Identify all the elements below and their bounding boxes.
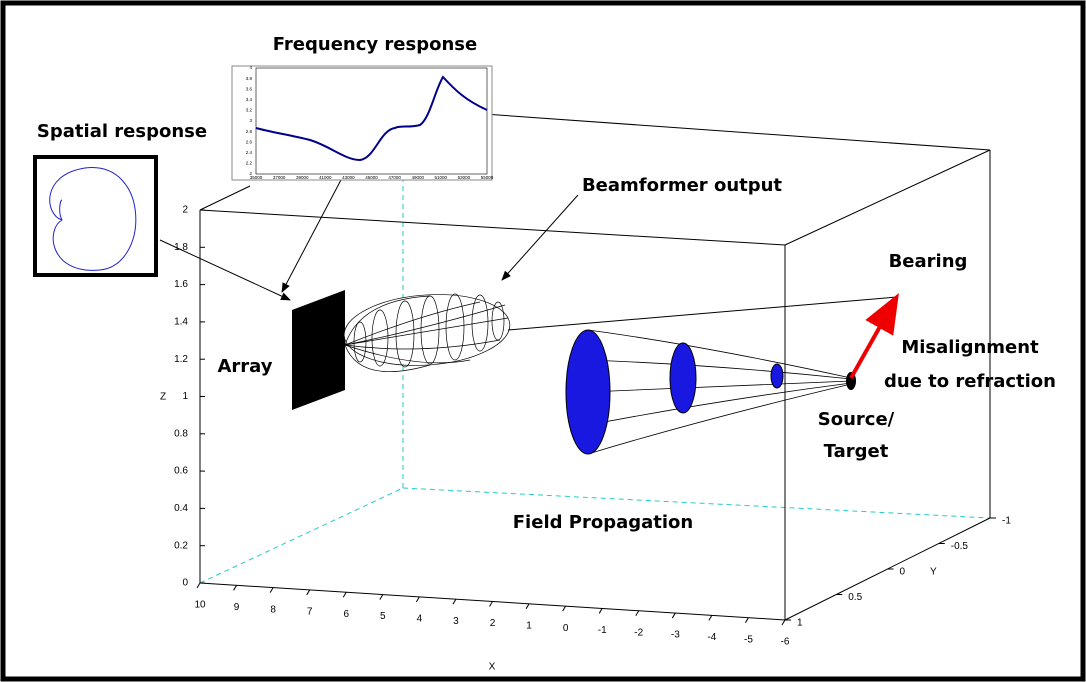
annotation: Misalignment [901,337,1039,358]
x-tick-label: -3 [671,630,680,641]
inset-y-tick-label: 2.6 [246,139,253,144]
z-tick-label: 0.6 [174,466,188,477]
figure: 00.20.40.60.811.21.41.61.82109876543210-… [0,0,1086,682]
x-tick-label: 7 [307,607,313,618]
annotation: Source/ [818,409,895,430]
z-tick-label: 0.2 [174,540,188,551]
z-tick-label: 1 [182,391,188,402]
inset-y-tick-label: 3.4 [246,97,253,102]
x-tick-label: -5 [744,634,753,645]
inset-x-tick-label: 51000 [435,175,448,180]
annotation: Array [217,356,272,377]
z-tick-label: 0 [182,578,188,589]
annotation: Spatial response [37,121,207,142]
inset-x-tick-label: 49000 [411,175,424,180]
inset-x-tick-label: 37000 [273,175,286,180]
z-axis-label: Z [160,392,166,403]
x-tick-label: 10 [194,600,206,611]
inset-x-tick-label: 39000 [296,175,309,180]
x-tick-label: -1 [598,625,607,636]
z-tick-label: 1.2 [174,354,188,365]
x-tick-label: 0 [563,623,569,634]
array [292,290,345,410]
z-tick-label: 2 [182,205,188,216]
y-tick-label: 1 [797,618,803,629]
z-tick-label: 1.6 [174,279,188,290]
z-tick-label: 0.8 [174,428,188,439]
x-axis-label: X [489,662,496,673]
inset-y-tick-label: 2.2 [246,161,253,166]
inset-x-tick-label: 53000 [458,175,471,180]
x-tick-label: 6 [343,609,349,620]
inset-y-tick-label: 3.2 [246,108,253,113]
y-axis-label: Y [930,567,937,578]
annotation: due to refraction [884,371,1056,392]
x-tick-label: -2 [634,627,643,638]
y-tick-label: -0.5 [951,541,969,552]
inset-y-tick-label: 3.6 [246,86,253,91]
spatial-inset [35,157,156,275]
annotation: Target [824,441,889,462]
annotation: Field Propagation [513,512,693,533]
inset-x-tick-label: 43000 [342,175,355,180]
inset-x-tick-label: 47000 [388,175,401,180]
y-tick-label: 0.5 [848,592,862,603]
inset-y-tick-label: 2.8 [246,129,253,134]
inset-x-tick-label: 55000 [481,175,494,180]
inset-x-tick-label: 45000 [365,175,378,180]
annotation: Bearing [889,251,968,272]
x-tick-label: 4 [417,614,423,625]
inset-y-tick-label: 3.8 [246,76,253,81]
x-tick-label: 9 [234,602,240,613]
x-tick-label: 3 [453,616,459,627]
frequency-inset [232,66,492,180]
y-tick-label: -1 [1002,516,1011,527]
y-tick-label: 0 [900,567,906,578]
annotation: Frequency response [273,34,477,55]
x-tick-label: -4 [707,632,716,643]
x-tick-label: 2 [490,618,496,629]
annotation: Beamformer output [582,175,782,196]
x-tick-label: 1 [526,620,532,631]
x-tick-label: -6 [781,637,790,648]
inset-x-tick-label: 41000 [319,175,332,180]
inset-y-tick-label: 2.4 [246,150,253,155]
z-tick-label: 1.4 [174,317,188,328]
z-tick-label: 0.4 [174,503,188,514]
x-tick-label: 8 [270,604,276,615]
inset-x-tick-label: 35000 [250,175,263,180]
x-tick-label: 5 [380,611,386,622]
